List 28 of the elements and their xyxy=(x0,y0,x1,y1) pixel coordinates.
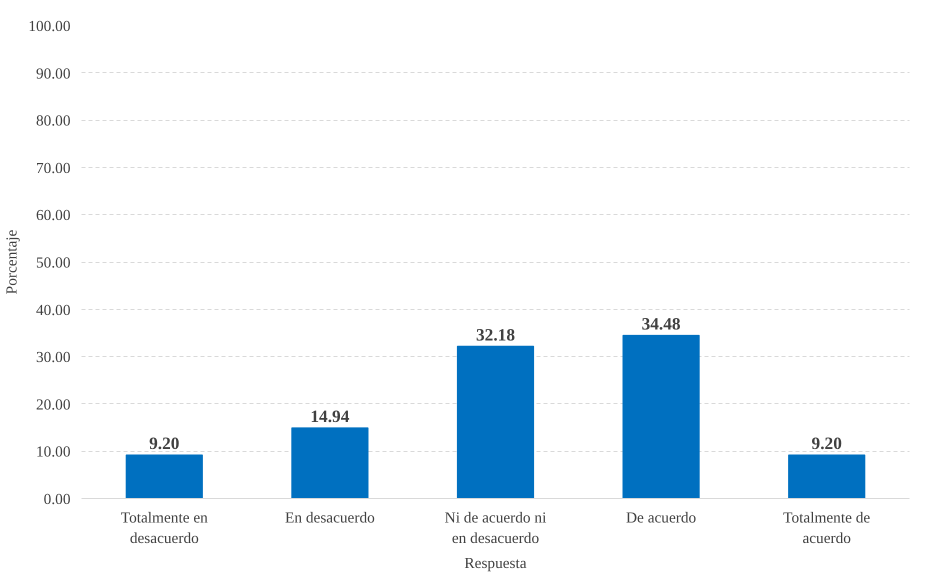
x-tick-label: Totalmente en desacuerdo xyxy=(120,510,208,547)
y-tick-label: 60.00 xyxy=(36,207,71,224)
y-axis-title: Porcentaje xyxy=(3,229,20,294)
bar xyxy=(126,454,203,498)
y-tick-label: 70.00 xyxy=(36,160,71,177)
data-label: 14.94 xyxy=(310,406,350,426)
data-label: 34.48 xyxy=(642,314,681,334)
x-axis-title: Respuesta xyxy=(464,554,527,572)
y-tick-label: 10.00 xyxy=(36,444,71,461)
data-label: 9.20 xyxy=(812,434,842,453)
y-tick-label: 100.00 xyxy=(28,18,71,35)
y-tick-label: 20.00 xyxy=(36,396,71,414)
bar xyxy=(622,334,700,498)
y-tick-label: 90.00 xyxy=(36,65,71,82)
bar xyxy=(291,427,368,498)
x-tick-label: De acuerdo xyxy=(626,510,697,526)
y-tick-label: 80.00 xyxy=(36,112,71,130)
x-tick-label: Ni de acuerdo ni en desacuerdo xyxy=(444,510,546,547)
data-label: 9.20 xyxy=(149,434,180,453)
data-label: 32.18 xyxy=(476,325,516,344)
x-tick-label: En desacuerdo xyxy=(285,510,376,526)
y-tick-label: 50.00 xyxy=(36,254,71,272)
y-tick-label: 40.00 xyxy=(36,302,71,319)
bar xyxy=(456,346,534,498)
bar xyxy=(788,454,866,498)
y-tick-label: 0.00 xyxy=(44,491,71,508)
x-tick-label: Totalmente de acuerdo xyxy=(783,510,870,547)
y-tick-label: 30.00 xyxy=(36,349,71,366)
